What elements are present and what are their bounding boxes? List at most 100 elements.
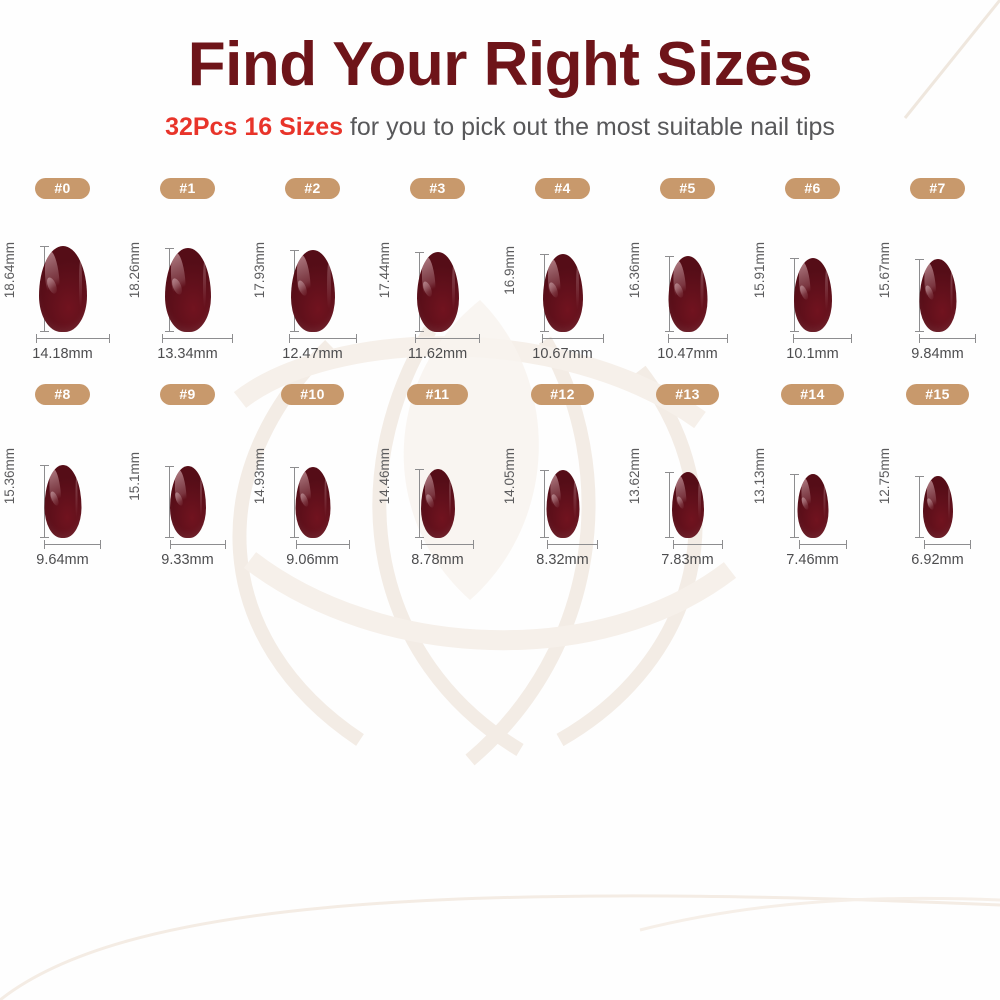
nail-area: 14.05mm xyxy=(500,412,625,540)
height-label: 13.13mm xyxy=(752,447,767,505)
nail-tip xyxy=(169,466,206,538)
size-badge[interactable]: #12 xyxy=(531,383,594,405)
height-label: 13.62mm xyxy=(627,447,642,505)
width-label: 13.34mm xyxy=(157,346,218,362)
size-cell: #12 14.05mm 8.32mm xyxy=(500,382,625,572)
size-badge[interactable]: #10 xyxy=(281,383,344,405)
size-cell: #10 14.93mm 9.06mm xyxy=(250,382,375,572)
nail-area: 13.62mm xyxy=(625,412,750,540)
width-label: 11.62mm xyxy=(407,346,468,362)
nail-area: 15.1mm xyxy=(125,412,250,540)
width-measure: 12.47mm xyxy=(250,334,375,368)
size-badge-wrap: #5 xyxy=(625,176,750,200)
height-label: 14.05mm xyxy=(502,447,517,505)
size-badge-wrap: #10 xyxy=(250,382,375,406)
size-cell: #11 14.46mm 8.78mm xyxy=(375,382,500,572)
width-caliper xyxy=(542,334,604,343)
width-caliper xyxy=(924,540,971,549)
size-badge[interactable]: #15 xyxy=(906,383,969,405)
width-measure: 9.33mm xyxy=(125,540,250,574)
width-caliper xyxy=(289,334,357,343)
size-badge-wrap: #0 xyxy=(0,176,125,200)
width-label: 10.1mm xyxy=(786,346,839,362)
size-badge-wrap: #1 xyxy=(125,176,250,200)
width-measure: 10.67mm xyxy=(500,334,625,368)
width-label: 9.33mm xyxy=(161,552,214,568)
height-label: 16.9mm xyxy=(502,245,517,295)
size-badge-wrap: #13 xyxy=(625,382,750,406)
width-label: 10.67mm xyxy=(532,346,593,362)
nail-tip xyxy=(164,248,211,332)
height-caliper xyxy=(665,472,674,538)
height-caliper xyxy=(790,474,799,538)
size-badge[interactable]: #7 xyxy=(910,177,965,199)
width-caliper xyxy=(673,540,723,549)
width-measure: 11.62mm xyxy=(375,334,500,368)
height-label: 16.36mm xyxy=(627,241,642,299)
size-cell: #4 16.9mm 10.67mm xyxy=(500,176,625,366)
nail-tip xyxy=(542,254,583,332)
size-badge-wrap: #12 xyxy=(500,382,625,406)
nail-area: 17.93mm xyxy=(250,206,375,334)
nail-tip xyxy=(797,474,828,538)
width-label: 7.83mm xyxy=(661,552,714,568)
nail-tip xyxy=(919,259,956,332)
width-label: 8.32mm xyxy=(536,552,589,568)
width-caliper xyxy=(44,540,101,549)
width-caliper xyxy=(36,334,110,343)
size-row-1: #0 18.64mm 14.18mm #1 18.26mm 13.34mm #2 17.93m… xyxy=(0,176,1000,366)
width-label: 9.64mm xyxy=(36,552,89,568)
size-badge[interactable]: #6 xyxy=(785,177,840,199)
width-caliper xyxy=(547,540,598,549)
size-cell: #6 15.91mm 10.1mm xyxy=(750,176,875,366)
width-measure: 7.46mm xyxy=(750,540,875,574)
width-caliper xyxy=(793,334,852,343)
size-badge[interactable]: #3 xyxy=(410,177,465,199)
width-caliper xyxy=(162,334,233,343)
width-measure: 8.78mm xyxy=(375,540,500,574)
size-badge[interactable]: #11 xyxy=(406,383,469,405)
subtitle-rest: for you to pick out the most suitable na… xyxy=(343,113,835,142)
size-badge[interactable]: #14 xyxy=(781,383,844,405)
nail-tip xyxy=(546,470,579,538)
nail-tip xyxy=(416,252,459,332)
width-caliper xyxy=(170,540,226,549)
nail-tip xyxy=(44,465,81,538)
width-label: 6.92mm xyxy=(911,552,964,568)
size-badge[interactable]: #9 xyxy=(160,383,215,405)
size-badge[interactable]: #1 xyxy=(160,177,215,199)
width-label: 7.46mm xyxy=(786,552,839,568)
width-label: 9.84mm xyxy=(911,346,964,362)
nail-area: 17.44mm xyxy=(375,206,500,334)
nail-tip xyxy=(290,250,335,332)
size-badge[interactable]: #13 xyxy=(656,383,719,405)
size-badge-wrap: #11 xyxy=(375,382,500,406)
width-measure: 9.64mm xyxy=(0,540,125,574)
size-cell: #0 18.64mm 14.18mm xyxy=(0,176,125,366)
size-badge-wrap: #7 xyxy=(875,176,1000,200)
size-cell: #3 17.44mm 11.62mm xyxy=(375,176,500,366)
size-badge[interactable]: #8 xyxy=(35,383,90,405)
width-caliper xyxy=(799,540,847,549)
size-cell: #14 13.13mm 7.46mm xyxy=(750,382,875,572)
nail-area: 14.46mm xyxy=(375,412,500,540)
height-label: 15.1mm xyxy=(127,451,142,501)
size-badge[interactable]: #2 xyxy=(285,177,340,199)
width-measure: 8.32mm xyxy=(500,540,625,574)
width-measure: 9.84mm xyxy=(875,334,1000,368)
size-badge[interactable]: #5 xyxy=(660,177,715,199)
size-badge[interactable]: #0 xyxy=(35,177,90,199)
width-label: 10.47mm xyxy=(657,346,718,362)
nail-area: 18.64mm xyxy=(0,206,125,334)
size-cell: #7 15.67mm 9.84mm xyxy=(875,176,1000,366)
width-measure: 10.47mm xyxy=(625,334,750,368)
height-caliper xyxy=(915,476,924,538)
width-caliper xyxy=(668,334,728,343)
size-cell: #2 17.93mm 12.47mm xyxy=(250,176,375,366)
height-label: 15.67mm xyxy=(877,241,892,299)
nail-area: 13.13mm xyxy=(750,412,875,540)
width-label: 8.78mm xyxy=(411,552,464,568)
nail-area: 15.91mm xyxy=(750,206,875,334)
size-badge[interactable]: #4 xyxy=(535,177,590,199)
height-caliper xyxy=(540,470,549,538)
